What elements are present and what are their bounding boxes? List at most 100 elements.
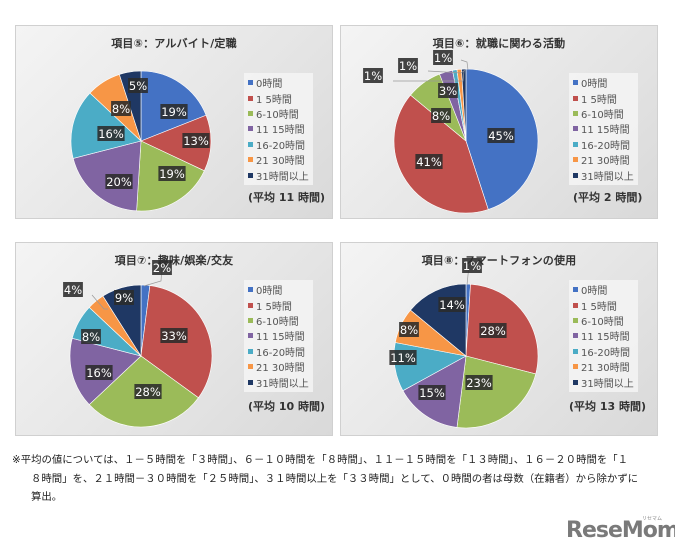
legend-item: 0時間: [248, 75, 309, 90]
svg-text:23%: 23%: [466, 376, 492, 390]
legend-item: 16-20時間: [573, 344, 634, 359]
svg-text:33%: 33%: [161, 329, 187, 343]
pie-slice: [70, 92, 142, 159]
legend-label: 11 15時間: [581, 125, 630, 137]
legend-swatch-icon: [573, 110, 578, 116]
legend-swatch-icon: [248, 364, 253, 370]
pie-chart: 19% 13% 19% 20% 16% 8% 5%: [70, 70, 212, 212]
data-label: 4%: [63, 282, 83, 297]
chart-legend: 0時間 1 5時間 6-10時間 11 15時間 16-20時間 21 30時間 31時間以…: [569, 73, 638, 185]
data-label: 1%: [363, 68, 383, 83]
legend-item: 21 30時間: [573, 359, 634, 374]
legend-item: 0時間: [248, 282, 309, 297]
svg-text:4%: 4%: [64, 283, 82, 297]
data-label: 45%: [487, 128, 515, 143]
svg-text:8%: 8%: [432, 109, 450, 123]
legend-swatch-icon: [573, 157, 578, 163]
legend-swatch-icon: [248, 141, 253, 147]
legend-swatch-icon: [573, 287, 578, 293]
average-annotation: (平均 10 時間): [248, 400, 326, 413]
resemom-logo-sub: リセマム: [642, 516, 663, 522]
data-label: 20%: [105, 174, 133, 189]
leader-line: [460, 59, 469, 71]
data-label: 8%: [111, 101, 131, 116]
legend-label: 1 5時間: [581, 94, 617, 106]
legend-swatch-icon: [573, 141, 578, 147]
legend-swatch-icon: [248, 157, 253, 163]
legend-item: 11 15時間: [573, 328, 634, 343]
data-label: 1%: [433, 50, 453, 65]
legend-item: 31時間以上: [248, 167, 309, 183]
legend-swatch-icon: [573, 317, 578, 323]
legend-item: 16-20時間: [573, 137, 634, 152]
pie-chart-panel: 項目⑧：スマートフォンの使用 1% 28% 23% 15% 11% 8% 14% 0時間 1 5時…: [340, 242, 658, 436]
data-label: 16%: [97, 126, 125, 141]
legend-item: 1 5時間: [573, 297, 634, 313]
legend-label: 6-10時間: [256, 316, 299, 328]
legend-item: 16-20時間: [248, 137, 309, 152]
pie-chart-panel: 項目⑤：アルバイト/定職 19% 13% 19% 20% 16% 8% 5% 0時間 1 5時間 6…: [15, 25, 333, 219]
legend-item: 6-10時間: [573, 106, 634, 121]
leader-line: [427, 69, 466, 74]
legend-swatch-icon: [248, 80, 253, 86]
leader-line: [91, 294, 108, 310]
chart-title: 項目⑦：趣味/娯楽/交友: [114, 254, 234, 267]
chart-legend: 0時間 1 5時間 6-10時間 11 15時間 16-20時間 21 30時間 31時間以…: [244, 73, 313, 185]
svg-text:14%: 14%: [439, 298, 465, 312]
svg-text:41%: 41%: [416, 155, 442, 169]
chart-title: 項目⑥：就職に関わる活動: [432, 37, 566, 50]
data-label: 23%: [465, 375, 493, 390]
legend-item: 0時間: [573, 282, 634, 297]
data-label: 1%: [398, 58, 418, 73]
legend-label: 6-10時間: [581, 109, 624, 121]
legend-item: 21 30時間: [573, 152, 634, 167]
svg-text:16%: 16%: [86, 366, 112, 380]
legend-swatch-icon: [248, 317, 253, 323]
data-label: 19%: [158, 166, 186, 181]
svg-text:8%: 8%: [112, 102, 130, 116]
legend-label: 16-20時間: [256, 140, 306, 152]
legend-label: 0時間: [256, 79, 283, 91]
legend-label: 6-10時間: [581, 316, 624, 328]
legend-swatch-icon: [573, 302, 578, 308]
chart-title: 項目⑧：スマートフォンの使用: [421, 254, 577, 267]
chart-legend: 0時間 1 5時間 6-10時間 11 15時間 16-20時間 21 30時間 31時間以…: [569, 280, 638, 392]
legend-label: 6-10時間: [256, 109, 299, 121]
data-label: 28%: [134, 384, 162, 399]
legend-label: 31時間以上: [256, 171, 309, 183]
legend-swatch-icon: [248, 126, 253, 132]
chart-title: 項目⑤：アルバイト/定職: [111, 37, 237, 50]
data-label: 8%: [81, 329, 101, 344]
svg-text:11%: 11%: [390, 351, 416, 365]
legend-swatch-icon: [573, 348, 578, 354]
legend-label: 0時間: [581, 79, 608, 91]
legend-label: 11 15時間: [256, 125, 305, 137]
legend-item: 1 5時間: [573, 90, 634, 106]
legend-swatch-icon: [248, 379, 253, 385]
legend-swatch-icon: [573, 80, 578, 86]
legend-label: 0時間: [256, 286, 283, 298]
legend-swatch-icon: [248, 348, 253, 354]
legend-label: 1 5時間: [256, 301, 292, 313]
footnote-line-1: ※平均の値については、１－５時間を「３時間」、６－１０時間を「８時間」、１１－１…: [12, 454, 629, 466]
legend-item: 16-20時間: [248, 344, 309, 359]
data-label: 13%: [182, 133, 210, 148]
svg-text:8%: 8%: [400, 323, 418, 337]
legend-label: 21 30時間: [256, 363, 305, 375]
data-label: 15%: [418, 385, 446, 400]
data-label: 33%: [160, 328, 188, 343]
legend-swatch-icon: [573, 333, 578, 339]
legend-label: 21 30時間: [581, 363, 630, 375]
legend-label: 16-20時間: [256, 347, 306, 359]
pie-slice: [461, 68, 467, 142]
data-label: 19%: [160, 104, 188, 119]
data-label: 11%: [389, 350, 417, 365]
svg-text:9%: 9%: [115, 291, 133, 305]
legend-item: 0時間: [573, 75, 634, 90]
svg-text:1%: 1%: [399, 59, 417, 73]
legend-item: 31時間以上: [573, 167, 634, 183]
legend-item: 6-10時間: [248, 313, 309, 328]
legend-swatch-icon: [573, 364, 578, 370]
pie-slice: [140, 114, 212, 172]
legend-swatch-icon: [573, 379, 578, 385]
